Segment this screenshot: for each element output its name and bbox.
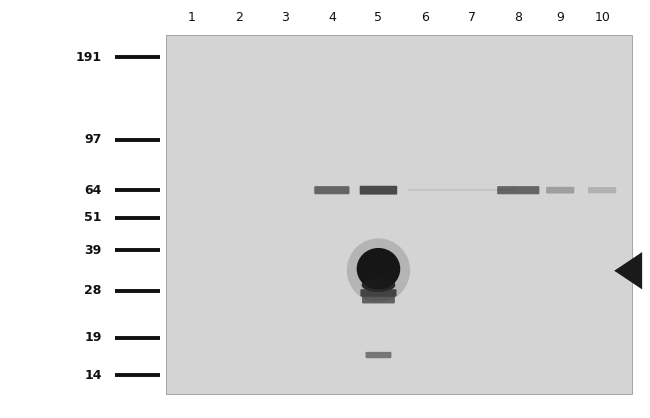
Text: 64: 64 [84,184,101,197]
Text: 51: 51 [84,211,101,224]
Text: 28: 28 [84,284,101,297]
Text: 4: 4 [328,11,336,24]
FancyBboxPatch shape [360,289,396,297]
FancyBboxPatch shape [314,186,350,194]
Text: 6: 6 [421,11,429,24]
FancyBboxPatch shape [497,186,540,194]
Text: 3: 3 [281,11,289,24]
Text: 10: 10 [594,11,610,24]
Ellipse shape [357,248,400,290]
Ellipse shape [346,238,410,302]
Ellipse shape [361,278,395,292]
Text: 39: 39 [84,244,101,257]
Text: 5: 5 [374,11,382,24]
Bar [166,35,632,394]
Text: 1: 1 [188,11,196,24]
FancyBboxPatch shape [546,187,575,194]
Text: 14: 14 [84,369,101,382]
Text: 7: 7 [467,11,476,24]
Text: 97: 97 [84,133,101,146]
Text: 9: 9 [556,11,564,24]
FancyBboxPatch shape [359,186,397,195]
FancyBboxPatch shape [362,296,395,303]
Text: 2: 2 [235,11,242,24]
FancyBboxPatch shape [365,352,391,358]
FancyBboxPatch shape [588,187,616,194]
Text: 8: 8 [514,11,522,24]
Text: 19: 19 [84,331,101,344]
Text: 191: 191 [75,51,101,64]
Polygon shape [614,252,642,289]
